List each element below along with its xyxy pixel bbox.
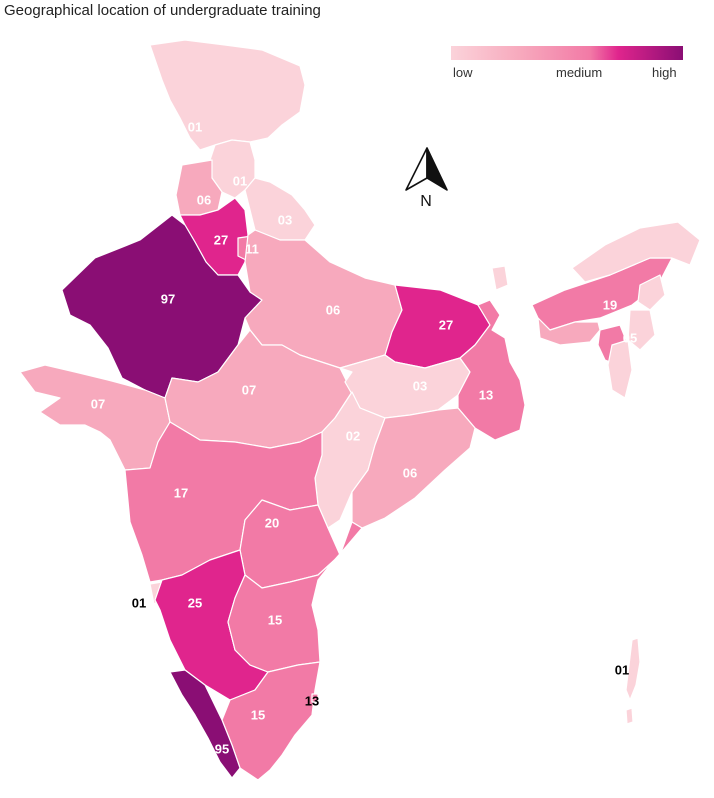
legend: low medium high [451, 46, 683, 80]
label-haryana: 27 [214, 232, 228, 247]
label-delhi: 11 [245, 241, 259, 256]
label-kerala: 95 [215, 741, 229, 756]
label-gujarat: 07 [91, 396, 105, 411]
legend-color-bar [451, 46, 683, 60]
legend-medium-label: medium [556, 65, 602, 80]
label-bihar: 27 [439, 317, 453, 332]
region-meghalaya[interactable] [537, 317, 601, 346]
label-puducherry: 13 [305, 693, 319, 708]
label-rajasthan: 97 [161, 291, 175, 306]
region-andhra-pradesh[interactable] [227, 521, 363, 673]
label-assam: 19 [603, 297, 617, 312]
region-mizoram[interactable] [607, 339, 633, 399]
states-layer [19, 39, 701, 781]
label-west-bengal: 13 [479, 387, 493, 402]
label-telangana: 20 [265, 515, 279, 530]
map-title: Geographical location of undergraduate t… [4, 2, 321, 19]
label-andhra-pradesh: 15 [268, 612, 282, 627]
label-himachal-pradesh: 01 [233, 173, 247, 188]
label-jammu-kashmir: 01 [188, 119, 202, 134]
label-maharashtra: 17 [174, 485, 188, 500]
legend-low-label: low [453, 65, 473, 80]
region-west-bengal[interactable] [457, 299, 526, 441]
label-uttar-pradesh: 06 [326, 302, 340, 317]
region-sikkim[interactable] [491, 265, 509, 291]
region-jammu-kashmir[interactable] [149, 39, 306, 151]
label-odisha: 06 [403, 465, 417, 480]
region-nagaland[interactable] [637, 274, 666, 311]
region-odisha[interactable] [351, 407, 476, 529]
region-kerala[interactable] [169, 669, 241, 779]
region-puducherry[interactable] [311, 693, 319, 703]
label-tamil-nadu: 15 [251, 707, 265, 722]
label-jharkhand: 03 [413, 378, 427, 393]
region-manipur[interactable] [627, 309, 656, 351]
legend-high-label: high [652, 65, 677, 80]
label-goa: 01 [132, 595, 146, 610]
label-karnataka: 25 [188, 595, 202, 610]
label-punjab: 06 [197, 192, 211, 207]
region-arunachal-pradesh[interactable] [571, 221, 701, 283]
region-andaman-nicobar[interactable] [625, 637, 641, 725]
label-uttarakhand: 03 [278, 212, 292, 227]
label-chhattisgarh: 02 [346, 428, 360, 443]
label-andaman-nicobar: 01 [615, 662, 629, 677]
value-labels: 01 01 06 03 27 11 97 06 27 19 05 07 07 0… [91, 119, 637, 756]
north-arrow-icon: N [405, 147, 448, 210]
label-tripura: 05 [623, 330, 637, 345]
north-label: N [420, 193, 432, 210]
label-madhya-pradesh: 07 [242, 382, 256, 397]
